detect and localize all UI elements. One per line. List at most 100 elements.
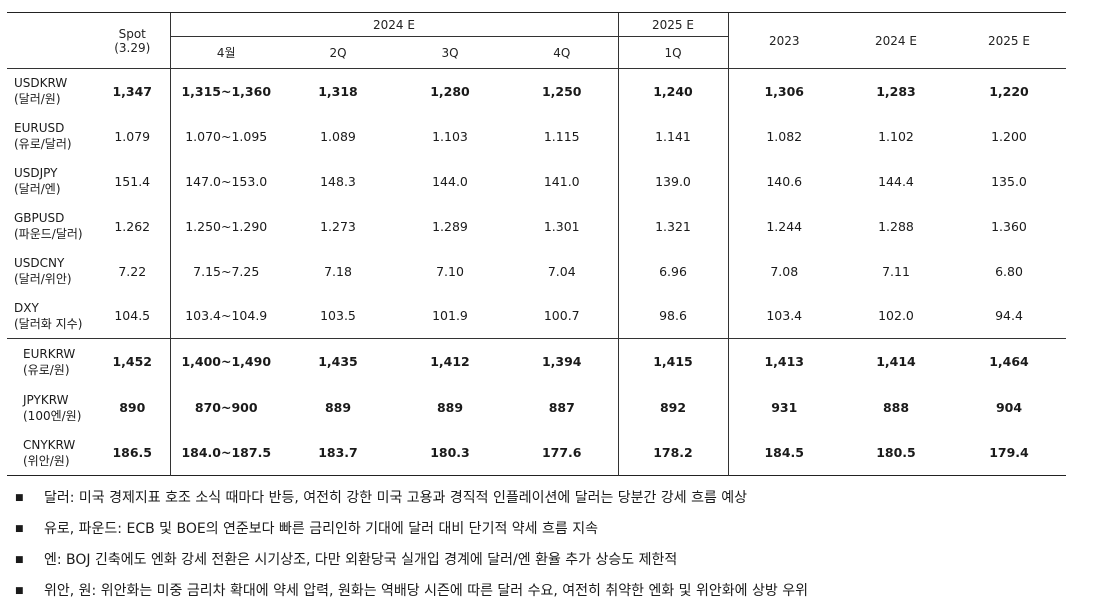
pair-desc: (달러/원) xyxy=(14,92,61,107)
pair-desc: (달러/위안) xyxy=(14,272,72,286)
pair-desc: (100엔/원) xyxy=(23,408,82,423)
cell-2q: 889 xyxy=(324,400,352,415)
header-corner xyxy=(7,12,95,69)
cell-spot: 1,452 xyxy=(112,354,153,370)
cell-4q: 1,394 xyxy=(541,354,582,370)
cell-spot: 1,347 xyxy=(112,83,153,99)
cell-spot: 151.4 xyxy=(114,173,151,189)
pair-name: USDKRW xyxy=(14,76,68,91)
cell-2025e: 6.80 xyxy=(995,263,1023,279)
cell-2023: 1,413 xyxy=(727,338,840,385)
table-row: USDJPY (달러/엔) 151.4 147.0~153.0 148.3 144… xyxy=(7,158,1066,204)
bullet-square-icon: ■ xyxy=(15,493,24,503)
cell-1q: 178.2 xyxy=(617,430,728,476)
cell-1q: 98.6 xyxy=(617,293,728,339)
cell-april: 103.4~104.9 xyxy=(169,293,282,339)
cell-4q: 7.04 xyxy=(547,263,576,279)
group-2025-header: 2025 E xyxy=(617,12,728,37)
row-label: DXY (달러화 지수) xyxy=(7,294,95,339)
cell-1q: 1.141 xyxy=(617,113,728,159)
table-row: USDCNY (달러/위안) 7.22 7.15~7.25 7.18 7.10 7… xyxy=(7,248,1066,294)
cell-1q: 1.321 xyxy=(617,203,728,249)
cell-april: 1.250~1.290 xyxy=(169,203,282,249)
group-2024-header: 2024 E xyxy=(169,12,618,37)
sub-header-4q: 4Q xyxy=(553,45,571,60)
cell-2024e: 7.11 xyxy=(882,263,910,279)
cell-2q: 1.089 xyxy=(320,128,356,144)
table-row: EURKRW (유로/원) 1,452 1,400~1,490 1,435 1,4… xyxy=(7,338,1066,385)
sub-header-3q: 3Q xyxy=(441,45,459,60)
cell-2025e: 94.4 xyxy=(995,308,1023,324)
row-label: EURKRW (유로/원) xyxy=(7,339,95,385)
cell-spot: 186.5 xyxy=(112,445,153,461)
cell-april: 1,400~1,490 xyxy=(169,338,282,385)
cell-april: 7.15~7.25 xyxy=(169,248,282,294)
cell-2024e: 144.4 xyxy=(878,173,914,189)
cell-2023: 7.08 xyxy=(727,248,840,294)
cell-2025e: 179.4 xyxy=(989,445,1029,461)
cell-spot: 1.262 xyxy=(114,218,151,234)
table-row: USDKRW (달러/원) 1,347 1,315~1,360 1,318 1,2… xyxy=(7,68,1066,114)
cell-3q: 180.3 xyxy=(430,445,470,461)
bullet-square-icon: ■ xyxy=(15,586,24,596)
cell-2023: 103.4 xyxy=(727,293,840,339)
row-label: USDKRW (달러/원) xyxy=(7,69,95,114)
pair-desc: (위안/원) xyxy=(23,453,70,468)
cell-2024e: 1,414 xyxy=(876,354,916,370)
cell-2025e: 904 xyxy=(995,400,1023,415)
cell-april: 870~900 xyxy=(169,384,282,431)
cell-april: 147.0~153.0 xyxy=(169,158,282,204)
pair-desc: (파운드/달러) xyxy=(14,227,83,241)
note-text: 엔: BOJ 긴축에도 엔화 강세 전환은 시기상조, 다만 외환당국 실개입 … xyxy=(44,552,678,568)
pair-name: USDJPY xyxy=(14,166,58,180)
cell-2023: 140.6 xyxy=(727,158,840,204)
table-row: EURUSD (유로/달러) 1.079 1.070~1.095 1.089 1.… xyxy=(7,113,1066,159)
list-item: ■ 유로, 파운드: ECB 및 BOE의 연준보다 빠른 금리인하 기대에 달러… xyxy=(15,518,808,549)
notes-list: ■ 달러: 미국 경제지표 호조 소식 때마다 반등, 여전히 강한 미국 고용과… xyxy=(15,487,808,611)
cell-1q: 892 xyxy=(617,384,728,431)
cell-april: 1,315~1,360 xyxy=(169,68,282,114)
pair-name: DXY xyxy=(14,300,39,315)
bullet-square-icon: ■ xyxy=(15,524,24,534)
pair-name: USDCNY xyxy=(14,256,65,270)
table-row: CNYKRW (위안/원) 186.5 184.0~187.5 183.7 180… xyxy=(7,430,1066,476)
list-item: ■ 엔: BOJ 긴축에도 엔화 강세 전환은 시기상조, 다만 외환당국 실개입… xyxy=(15,549,808,580)
pair-name: EURUSD xyxy=(14,121,65,135)
cell-2024e: 1,283 xyxy=(876,83,916,99)
cell-4q: 177.6 xyxy=(541,445,582,461)
cell-spot: 1.079 xyxy=(114,128,151,144)
cell-4q: 141.0 xyxy=(543,173,580,189)
cell-april: 184.0~187.5 xyxy=(169,430,282,476)
cell-2024e: 888 xyxy=(882,400,910,415)
annual-header-2023: 2023 xyxy=(727,12,840,69)
cell-4q: 1,250 xyxy=(541,83,582,99)
cell-2023: 1,306 xyxy=(727,68,840,114)
table-row: JPYKRW (100엔/원) 890 870~900 889 889 887 8… xyxy=(7,384,1066,431)
cell-2023: 184.5 xyxy=(727,430,840,476)
cell-2q: 148.3 xyxy=(320,173,356,189)
cell-2q: 183.7 xyxy=(318,445,358,461)
cell-2q: 1.273 xyxy=(320,218,356,234)
annual-header-2025e: 2025 E xyxy=(952,12,1066,69)
cell-3q: 101.9 xyxy=(432,308,468,324)
cell-2025e: 135.0 xyxy=(991,173,1027,189)
list-item: ■ 달러: 미국 경제지표 호조 소식 때마다 반등, 여전히 강한 미국 고용과… xyxy=(15,487,808,518)
spot-date: (3.29) xyxy=(114,40,151,55)
cell-2025e: 1,464 xyxy=(989,354,1029,370)
cell-2024e: 180.5 xyxy=(876,445,916,461)
cell-2023: 931 xyxy=(727,384,840,431)
fx-forecast-table: Spot (3.29) 2024 E 2025 E 2023 2024 E 20… xyxy=(7,12,1066,476)
cell-2023: 1.082 xyxy=(727,113,840,159)
cell-2024e: 1.288 xyxy=(878,218,914,234)
table-row: DXY (달러화 지수) 104.5 103.4~104.9 103.5 101.… xyxy=(7,293,1066,339)
pair-name: CNYKRW xyxy=(23,437,76,452)
cell-2025e: 1.360 xyxy=(991,218,1027,234)
cell-3q: 7.10 xyxy=(436,263,464,279)
cell-spot: 890 xyxy=(119,400,146,415)
cell-1q: 1,240 xyxy=(617,68,728,114)
list-item: ■ 위안, 원: 위안화는 미중 금리차 확대에 약세 압력, 원화는 역배당 시… xyxy=(15,580,808,611)
note-text: 위안, 원: 위안화는 미중 금리차 확대에 약세 압력, 원화는 역배당 시즌… xyxy=(44,583,808,599)
cell-3q: 1.289 xyxy=(432,218,468,234)
pair-desc: (달러/엔) xyxy=(14,182,61,196)
row-label: EURUSD (유로/달러) xyxy=(7,114,95,159)
